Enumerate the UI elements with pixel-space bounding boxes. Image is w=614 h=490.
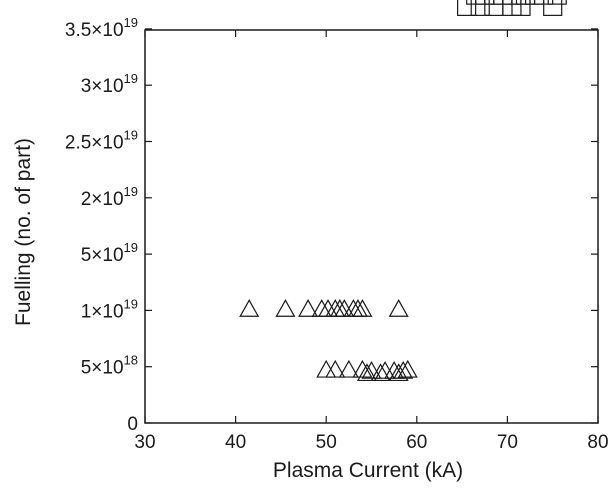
y-tick-label: 1×1019 bbox=[81, 296, 138, 322]
triangle-marker bbox=[361, 360, 382, 379]
y-tick-label: 5×1019 bbox=[81, 240, 138, 266]
triangle-marker bbox=[352, 359, 373, 378]
triangle-marker bbox=[388, 299, 409, 317]
axis-ticks bbox=[144, 28, 599, 424]
y-tick-labels: 0 5×1018 1×1019 5×1019 2×1019 2.5×1019 3×1019 3… bbox=[65, 15, 138, 435]
x-axis-title: Plasma Current (kA) bbox=[273, 459, 463, 482]
triangle-marker bbox=[370, 363, 391, 382]
y-tick-label: 3.5×1019 bbox=[65, 15, 138, 41]
y-tick-label: 0 bbox=[127, 414, 138, 435]
y-tick-label: 2.5×1019 bbox=[65, 128, 138, 154]
triangle-marker bbox=[384, 360, 405, 379]
square-marker bbox=[543, 0, 563, 16]
x-tick-label: 70 bbox=[497, 432, 518, 453]
triangle-marker bbox=[352, 299, 373, 317]
square-marker bbox=[547, 0, 567, 5]
y-axis-title: Fuelling (no. of part) bbox=[12, 138, 35, 326]
square-marker bbox=[470, 0, 490, 16]
y-tick-label: 2×1019 bbox=[81, 184, 138, 210]
triangle-marker bbox=[388, 363, 409, 382]
x-tick-label: 80 bbox=[587, 432, 608, 453]
triangle-marker bbox=[298, 299, 319, 317]
x-tick-labels: 30 40 50 60 70 80 bbox=[134, 432, 608, 453]
triangle-marker bbox=[275, 299, 296, 317]
y-tick-label: 5×1018 bbox=[81, 353, 138, 379]
triangle-marker bbox=[338, 359, 359, 378]
triangle-marker bbox=[393, 360, 414, 379]
triangle-marker bbox=[397, 359, 418, 378]
x-tick-label: 30 bbox=[134, 432, 155, 453]
x-tick-label: 60 bbox=[406, 432, 427, 453]
plot-frame bbox=[144, 29, 599, 424]
triangle-marker bbox=[325, 359, 346, 378]
y-tick-label: 3×1019 bbox=[81, 71, 138, 97]
triangle-marker bbox=[316, 359, 337, 378]
square-marker bbox=[457, 0, 477, 16]
square-marker bbox=[534, 0, 554, 5]
triangle-marker bbox=[356, 363, 377, 382]
x-tick-label: 40 bbox=[225, 432, 246, 453]
triangle-marker bbox=[239, 299, 260, 317]
x-tick-label: 50 bbox=[316, 432, 337, 453]
data-points bbox=[239, 0, 567, 382]
square-marker bbox=[511, 0, 531, 16]
